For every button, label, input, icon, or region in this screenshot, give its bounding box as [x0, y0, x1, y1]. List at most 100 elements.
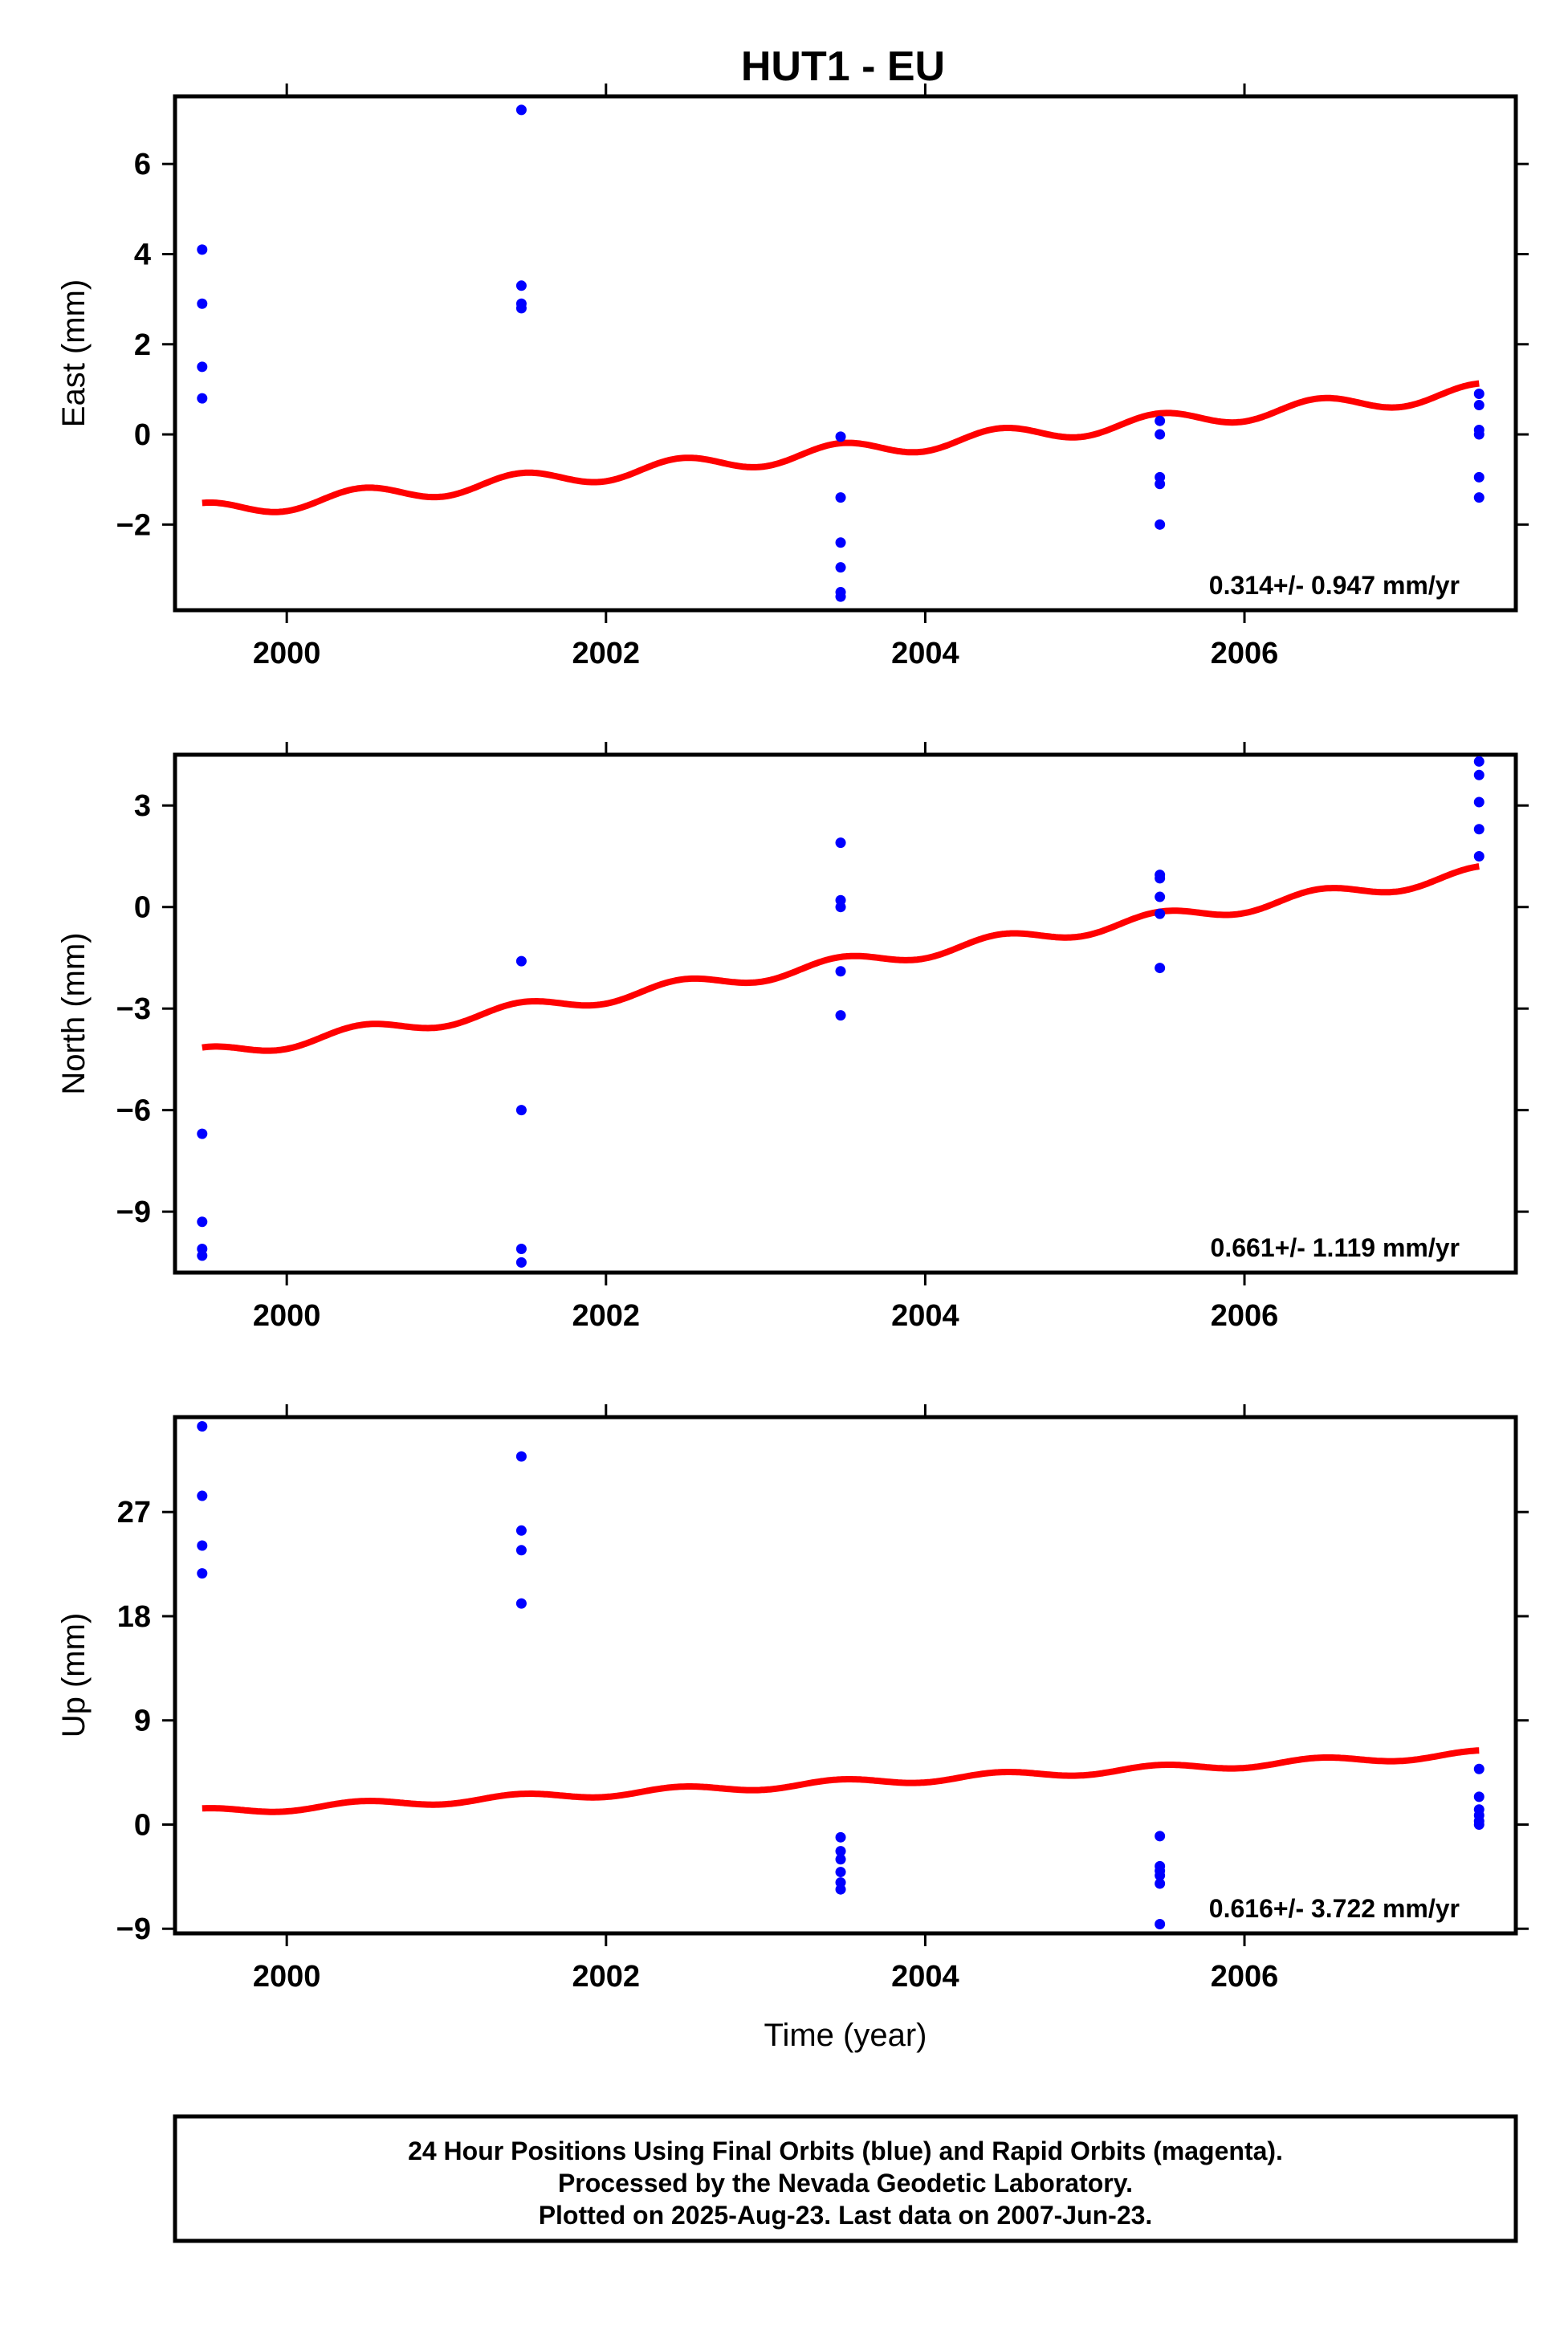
y-tick-label: −9: [116, 1912, 151, 1946]
footer-line-3: Plotted on 2025-Aug-23. Last data on 200…: [539, 2201, 1153, 2230]
x-tick-label: 2004: [891, 1960, 959, 1994]
data-point: [835, 837, 846, 849]
data-point: [1473, 492, 1485, 503]
footer-frame: [173, 2114, 1518, 2243]
data-point: [835, 1846, 846, 1857]
x-axis-label: Time (year): [764, 2018, 927, 2053]
y-axis-label: Up (mm): [56, 1613, 92, 1738]
panel-east: 2000 2002 2004 2006 −2 0 2 4 6 East (mm) 0.314+/- …: [56, 84, 1529, 670]
data-point: [515, 955, 527, 967]
data-point: [1155, 1878, 1166, 1889]
x-tick-label: 2002: [572, 1960, 641, 1994]
x-tick-label: 2006: [1211, 1299, 1279, 1333]
y-tick-label: 6: [134, 148, 151, 181]
data-point: [515, 1105, 527, 1116]
x-tick-label: 2006: [1211, 637, 1279, 670]
y-tick-label: 0: [134, 418, 151, 452]
data-point: [1155, 415, 1166, 426]
model-line: [201, 1747, 1480, 1815]
data-point: [197, 1540, 208, 1551]
data-point: [835, 1831, 846, 1843]
data-point: [1155, 1831, 1166, 1842]
data-point: [197, 361, 208, 373]
y-tick-label: −2: [116, 508, 151, 542]
data-point: [197, 393, 208, 404]
data-point: [1155, 908, 1166, 919]
data-point: [835, 431, 846, 442]
data-point: [835, 902, 846, 913]
data-point: [835, 1867, 846, 1878]
rate-annotation: 0.616+/- 3.722 mm/yr: [1209, 1894, 1460, 1923]
panel-north: 2000 2002 2004 2006 −9 −6 −3 0 3 North (mm) 0.661+…: [56, 742, 1529, 1333]
data-point: [515, 280, 527, 291]
data-point: [1473, 769, 1485, 780]
y-tick-label: −9: [116, 1196, 151, 1229]
chart-title: HUT1 - EU: [741, 43, 945, 90]
y-axis-label: North (mm): [56, 932, 92, 1094]
footer-box: 24 Hour Positions Using Final Orbits (bl…: [173, 2114, 1518, 2243]
data-point: [835, 537, 846, 548]
data-point: [515, 1243, 527, 1254]
y-tick-label: 9: [134, 1705, 151, 1738]
data-point: [1473, 389, 1485, 400]
data-point: [515, 1598, 527, 1609]
data-point: [835, 492, 846, 503]
data-point: [835, 1884, 846, 1895]
data-point: [197, 1568, 208, 1579]
x-tick-label: 2000: [253, 637, 321, 670]
data-point: [1155, 429, 1166, 440]
data-point: [515, 104, 527, 116]
data-point: [1473, 1763, 1485, 1774]
x-tick-label: 2002: [572, 637, 641, 670]
data-point: [515, 1545, 527, 1556]
plot-frame: [173, 1415, 1518, 1936]
data-point: [835, 562, 846, 573]
data-point: [1473, 471, 1485, 483]
data-point: [1473, 400, 1485, 411]
x-tick-label: 2002: [572, 1299, 641, 1333]
data-point: [1473, 1819, 1485, 1830]
data-point: [1473, 429, 1485, 440]
x-tick-label: 2004: [891, 1299, 959, 1333]
data-point: [197, 1250, 208, 1261]
data-point: [1155, 519, 1166, 530]
y-tick-label: −3: [116, 992, 151, 1026]
data-point: [515, 303, 527, 314]
y-axis-label: East (mm): [56, 279, 92, 427]
data-point: [1473, 796, 1485, 808]
data-point: [197, 1128, 208, 1139]
x-tick-label: 2000: [253, 1960, 321, 1994]
model-line: [201, 380, 1480, 515]
data-point: [197, 244, 208, 255]
data-point: [835, 1854, 846, 1865]
panel-up: 2000 2002 2004 2006 −9 0 9 18 27 Up (mm) Time (yea…: [56, 1404, 1529, 2053]
y-tick-label: 0: [134, 891, 151, 925]
y-tick-label: 27: [117, 1496, 151, 1530]
y-tick-label: 2: [134, 328, 151, 362]
data-point: [1473, 1791, 1485, 1802]
data-point: [515, 1257, 527, 1268]
y-tick-label: 18: [117, 1600, 151, 1634]
data-point: [515, 1525, 527, 1536]
data-point: [1155, 963, 1166, 974]
x-tick-label: 2006: [1211, 1960, 1279, 1994]
model-line: [201, 863, 1480, 1054]
y-tick-label: 3: [134, 789, 151, 823]
data-point: [1155, 1870, 1166, 1881]
x-tick-label: 2000: [253, 1299, 321, 1333]
rate-annotation: 0.661+/- 1.119 mm/yr: [1211, 1233, 1460, 1262]
data-point: [1155, 891, 1166, 902]
data-point: [197, 1490, 208, 1501]
plot-frame: [173, 94, 1518, 613]
data-point: [1473, 850, 1485, 862]
data-point: [835, 591, 846, 602]
y-tick-label: 0: [134, 1808, 151, 1842]
y-tick-label: −6: [116, 1094, 151, 1128]
data-point: [1155, 1918, 1166, 1929]
plot-frame: [173, 752, 1518, 1275]
footer-line-2: Processed by the Nevada Geodetic Laborat…: [558, 2169, 1133, 2198]
footer-line-1: 24 Hour Positions Using Final Orbits (bl…: [408, 2137, 1283, 2165]
data-point: [835, 1010, 846, 1021]
data-point: [1473, 756, 1485, 767]
